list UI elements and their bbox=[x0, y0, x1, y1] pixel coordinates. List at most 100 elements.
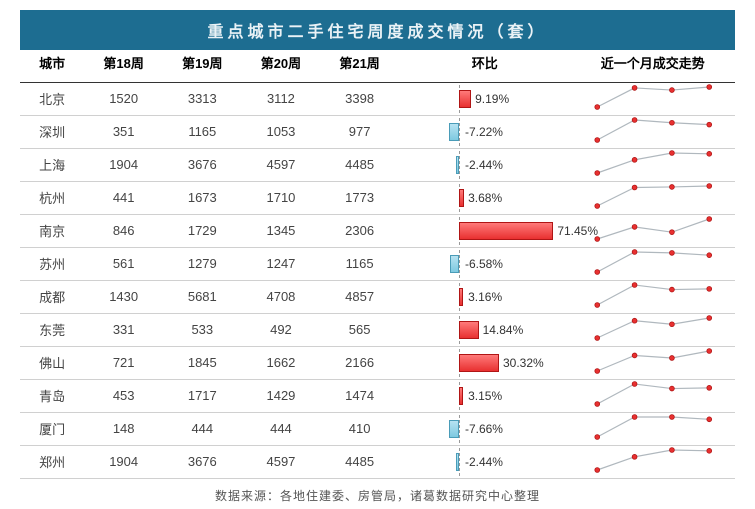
data-table: 城市第18周第19周第20周第21周环比近一个月成交走势 北京152033133… bbox=[20, 50, 735, 479]
sparkline-cell bbox=[571, 181, 736, 214]
sparkline bbox=[571, 314, 736, 342]
change-cell: -6.58% bbox=[399, 247, 571, 280]
table-row: 郑州1904367645974485 -2.44% bbox=[20, 445, 735, 478]
table-row: 苏州561127912471165-6.58% bbox=[20, 247, 735, 280]
week18-cell: 846 bbox=[84, 214, 163, 247]
week20-cell: 4597 bbox=[242, 445, 321, 478]
sparkline-cell bbox=[571, 280, 736, 313]
week20-cell: 1345 bbox=[242, 214, 321, 247]
week18-cell: 1430 bbox=[84, 280, 163, 313]
change-cell: 14.84% bbox=[399, 313, 571, 346]
col-header: 第20周 bbox=[242, 50, 321, 82]
week21-cell: 4485 bbox=[320, 148, 399, 181]
week20-cell: 3112 bbox=[242, 82, 321, 115]
sparkline bbox=[571, 413, 736, 441]
week20-cell: 4597 bbox=[242, 148, 321, 181]
week21-cell: 4485 bbox=[320, 445, 399, 478]
chart-title: 重点城市二手住宅周度成交情况（套） bbox=[20, 10, 735, 50]
table-row: 东莞33153349256514.84% bbox=[20, 313, 735, 346]
week18-cell: 1904 bbox=[84, 148, 163, 181]
sparkline-cell bbox=[571, 313, 736, 346]
week18-cell: 1520 bbox=[84, 82, 163, 115]
week19-cell: 5681 bbox=[163, 280, 242, 313]
table-row: 厦门148444444410-7.66% bbox=[20, 412, 735, 445]
week19-cell: 1729 bbox=[163, 214, 242, 247]
week19-cell: 1279 bbox=[163, 247, 242, 280]
week20-cell: 1710 bbox=[242, 181, 321, 214]
city-cell: 郑州 bbox=[20, 445, 84, 478]
col-header: 近一个月成交走势 bbox=[571, 50, 736, 82]
change-cell: -2.44% bbox=[399, 148, 571, 181]
sparkline bbox=[571, 248, 736, 276]
col-header: 城市 bbox=[20, 50, 84, 82]
city-cell: 北京 bbox=[20, 82, 84, 115]
sparkline bbox=[571, 116, 736, 144]
change-cell: 71.45% bbox=[399, 214, 571, 247]
city-cell: 厦门 bbox=[20, 412, 84, 445]
change-label: 14.84% bbox=[483, 323, 524, 337]
city-cell: 东莞 bbox=[20, 313, 84, 346]
week20-cell: 1429 bbox=[242, 379, 321, 412]
change-label: 71.45% bbox=[557, 224, 598, 238]
change-cell: 3.15% bbox=[399, 379, 571, 412]
week19-cell: 1845 bbox=[163, 346, 242, 379]
change-cell: -7.66% bbox=[399, 412, 571, 445]
change-cell: 30.32% bbox=[399, 346, 571, 379]
change-cell: -7.22% bbox=[399, 115, 571, 148]
week18-cell: 1904 bbox=[84, 445, 163, 478]
sparkline bbox=[571, 182, 736, 210]
sparkline-cell bbox=[571, 82, 736, 115]
week19-cell: 1673 bbox=[163, 181, 242, 214]
week20-cell: 492 bbox=[242, 313, 321, 346]
week19-cell: 3676 bbox=[163, 445, 242, 478]
week21-cell: 2166 bbox=[320, 346, 399, 379]
change-label: 30.32% bbox=[503, 356, 544, 370]
change-label: 9.19% bbox=[475, 92, 509, 106]
week21-cell: 4857 bbox=[320, 280, 399, 313]
sparkline bbox=[571, 446, 736, 474]
change-cell: 9.19% bbox=[399, 82, 571, 115]
change-label: -2.44% bbox=[465, 455, 503, 469]
week21-cell: 410 bbox=[320, 412, 399, 445]
sparkline-cell bbox=[571, 346, 736, 379]
week20-cell: 444 bbox=[242, 412, 321, 445]
week18-cell: 331 bbox=[84, 313, 163, 346]
week19-cell: 444 bbox=[163, 412, 242, 445]
week21-cell: 1165 bbox=[320, 247, 399, 280]
col-header: 环比 bbox=[399, 50, 571, 82]
sparkline bbox=[571, 347, 736, 375]
change-cell: -2.44% bbox=[399, 445, 571, 478]
week19-cell: 3676 bbox=[163, 148, 242, 181]
week19-cell: 3313 bbox=[163, 82, 242, 115]
week18-cell: 148 bbox=[84, 412, 163, 445]
week18-cell: 351 bbox=[84, 115, 163, 148]
change-label: -7.66% bbox=[465, 422, 503, 436]
week18-cell: 721 bbox=[84, 346, 163, 379]
header-row: 城市第18周第19周第20周第21周环比近一个月成交走势 bbox=[20, 50, 735, 82]
change-cell: 3.16% bbox=[399, 280, 571, 313]
table-row: 青岛4531717142914743.15% bbox=[20, 379, 735, 412]
city-cell: 青岛 bbox=[20, 379, 84, 412]
table-row: 成都14305681470848573.16% bbox=[20, 280, 735, 313]
change-label: -2.44% bbox=[465, 158, 503, 172]
sparkline-cell bbox=[571, 148, 736, 181]
week18-cell: 453 bbox=[84, 379, 163, 412]
sparkline bbox=[571, 380, 736, 408]
table-row: 佛山72118451662216630.32% bbox=[20, 346, 735, 379]
city-cell: 成都 bbox=[20, 280, 84, 313]
week20-cell: 1053 bbox=[242, 115, 321, 148]
change-label: 3.15% bbox=[468, 389, 502, 403]
week21-cell: 3398 bbox=[320, 82, 399, 115]
change-label: 3.16% bbox=[468, 290, 502, 304]
change-label: 3.68% bbox=[468, 191, 502, 205]
table-row: 北京1520331331123398 9.19% bbox=[20, 82, 735, 115]
week19-cell: 533 bbox=[163, 313, 242, 346]
week21-cell: 1773 bbox=[320, 181, 399, 214]
week20-cell: 1662 bbox=[242, 346, 321, 379]
city-cell: 深圳 bbox=[20, 115, 84, 148]
table-row: 南京84617291345230671.45% bbox=[20, 214, 735, 247]
city-cell: 南京 bbox=[20, 214, 84, 247]
sparkline-cell bbox=[571, 379, 736, 412]
week18-cell: 561 bbox=[84, 247, 163, 280]
city-cell: 苏州 bbox=[20, 247, 84, 280]
